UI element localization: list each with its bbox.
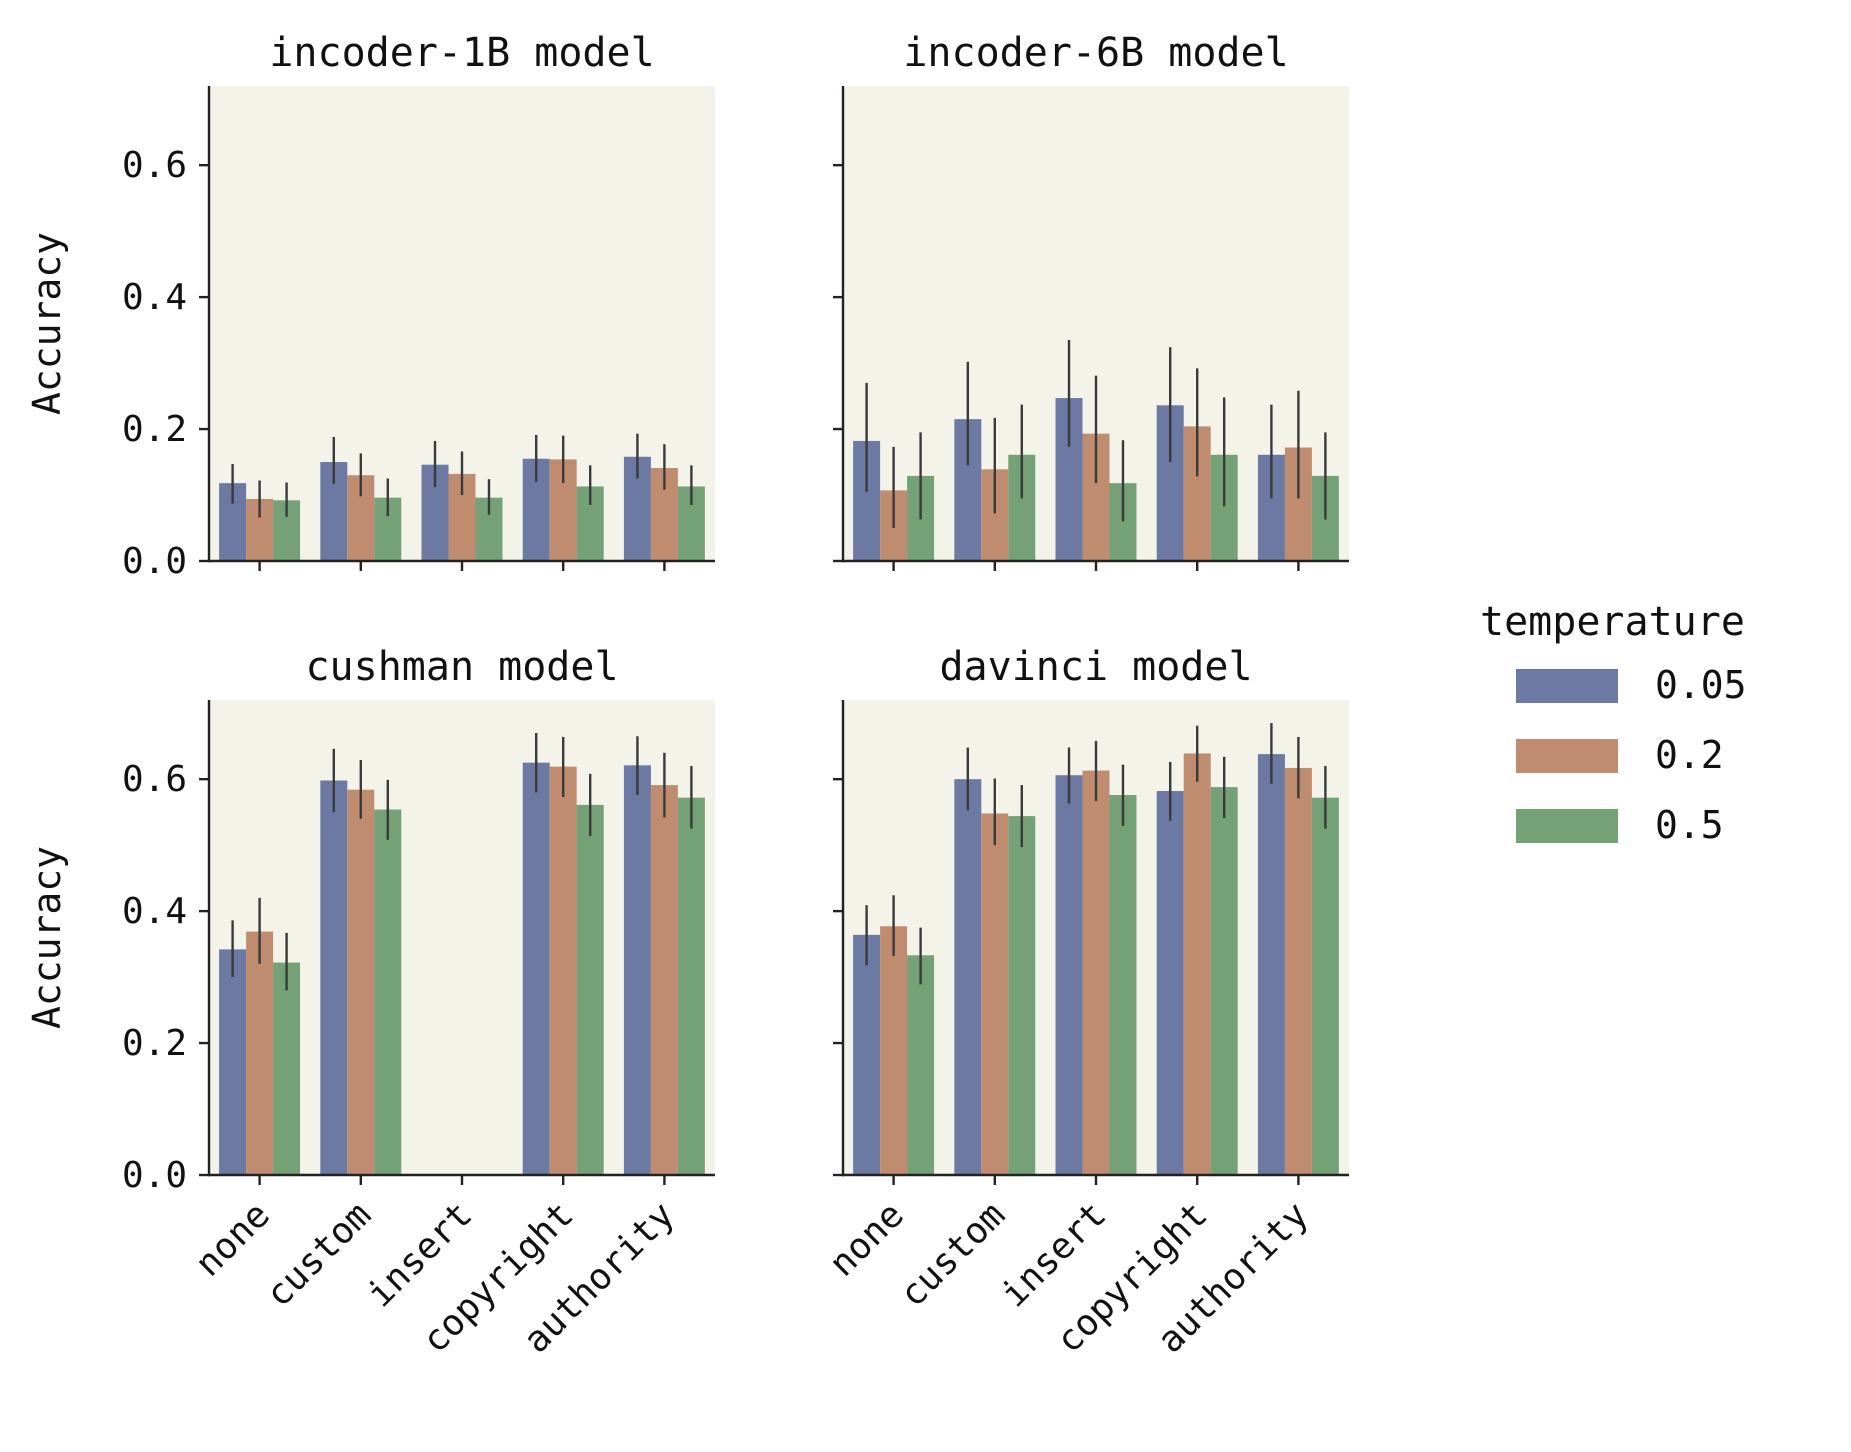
bar-authority-t0-5: [1311, 797, 1339, 1175]
bar-authority-t0-2: [1284, 767, 1312, 1175]
bar-none-t0-05: [219, 949, 247, 1176]
panel-incoder-6b-model: incoder-6B model: [833, 30, 1349, 571]
bar-authority-t0-05: [623, 765, 651, 1175]
bar-copyright-t0-5: [576, 804, 604, 1175]
panel-title: cushman model: [305, 644, 618, 690]
legend-swatch-0.2: [1516, 739, 1618, 773]
bar-none-t0-5: [273, 962, 301, 1175]
bar-custom-t0-05: [954, 779, 982, 1175]
bar-custom-t0-05: [320, 780, 348, 1175]
x-tick-label-custom: custom: [258, 1194, 379, 1315]
bar-insert-t0-5: [1109, 795, 1137, 1175]
bar-custom-t0-2: [347, 789, 375, 1175]
y-tick-label: 0.0: [122, 1155, 187, 1196]
y-tick-label: 0.4: [122, 891, 187, 932]
panel-davinci-model: nonecustominsertcopyrightauthoritydavinc…: [822, 644, 1349, 1361]
panel-title: davinci model: [939, 644, 1252, 690]
bar-none-t0-5: [907, 955, 935, 1175]
legend-swatch-0.5: [1516, 809, 1618, 843]
x-tick-label-custom: custom: [892, 1194, 1013, 1315]
legend-label-0.5: 0.5: [1655, 803, 1724, 847]
legend: temperature 0.05 0.2 0.5: [1480, 599, 1747, 847]
legend-label-0.2: 0.2: [1655, 733, 1724, 777]
panel-title: incoder-6B model: [903, 30, 1288, 76]
y-tick-label: 0.6: [122, 759, 187, 800]
bar-copyright-t0-5: [1210, 787, 1238, 1175]
chart-panels: 0.0 0.2 0.4 0.6 incoder-1B model Accuracy inco…: [25, 30, 1349, 1361]
y-tick-label: 0.2: [122, 409, 187, 450]
y-tick-label: 0.4: [122, 277, 187, 318]
bar-custom-t0-5: [1008, 816, 1036, 1175]
bar-custom-t0-2: [981, 813, 1009, 1175]
bar-custom-t0-5: [374, 809, 402, 1175]
bar-copyright-t0-2: [549, 766, 577, 1175]
bar-copyright-t0-2: [1183, 753, 1211, 1175]
x-tick-label-none: none: [822, 1194, 912, 1284]
y-tick-label: 0.6: [122, 145, 187, 186]
panel-title: incoder-1B model: [269, 30, 654, 76]
legend-title: temperature: [1480, 599, 1745, 645]
bar-authority-t0-05: [1257, 754, 1285, 1175]
bar-none-t0-2: [246, 931, 274, 1175]
bar-insert-t0-05: [1055, 775, 1083, 1175]
bar-none-t0-2: [880, 926, 908, 1175]
y-tick-label: 0.0: [122, 541, 187, 582]
bar-copyright-t0-05: [522, 762, 550, 1175]
panel-cushman-model: 0.00.20.40.6nonecustominsertcopyrightaut…: [25, 644, 715, 1361]
bar-authority-t0-2: [650, 785, 678, 1175]
bar-copyright-t0-05: [1156, 791, 1184, 1175]
legend-label-0.05: 0.05: [1655, 663, 1747, 707]
bar-authority-t0-5: [677, 797, 705, 1175]
bar-none-t0-05: [853, 934, 881, 1175]
x-tick-label-none: none: [188, 1194, 278, 1284]
y-axis-label: Accuracy: [25, 232, 69, 415]
bar-insert-t0-2: [1082, 770, 1110, 1175]
legend-swatch-0.05: [1516, 669, 1618, 703]
y-axis-label: Accuracy: [25, 846, 69, 1029]
y-tick-label: 0.2: [122, 1023, 187, 1064]
panel-incoder-1b-model: 0.0 0.2 0.4 0.6 incoder-1B model Accuracy: [25, 30, 715, 582]
